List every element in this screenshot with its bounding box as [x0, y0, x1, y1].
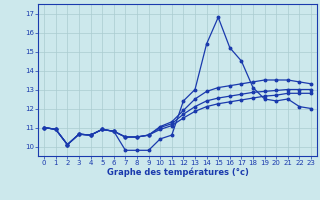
X-axis label: Graphe des températures (°c): Graphe des températures (°c) [107, 168, 249, 177]
